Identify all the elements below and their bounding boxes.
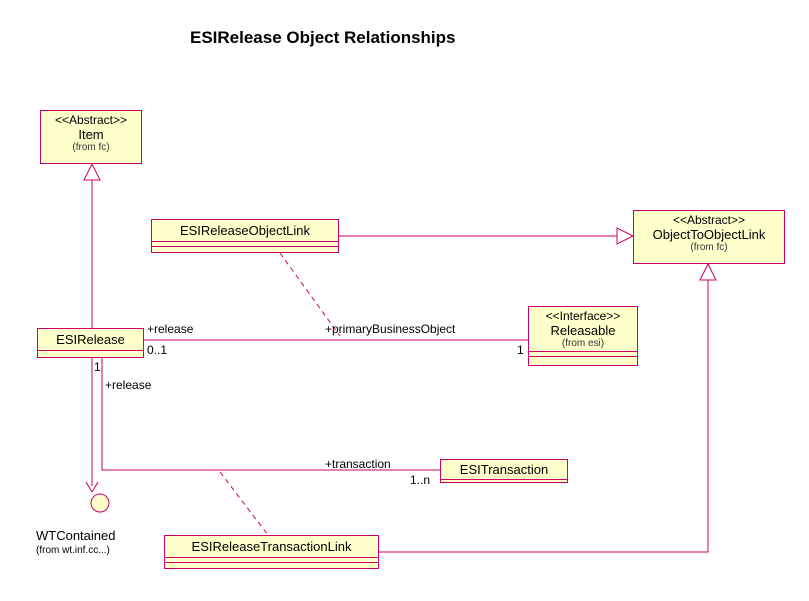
releasable-pkg: (from esi) (529, 338, 637, 351)
class-esireleasetransactionlink: ESIReleaseTransactionLink (164, 535, 379, 569)
item-stereotype: <<Abstract>> (41, 111, 141, 127)
objecttoobjectlink-pkg: (from fc) (634, 242, 784, 255)
class-esirelease: ESIRelease (37, 328, 144, 358)
label-mult-1a: 1 (517, 343, 524, 357)
label-primary-business-object: +primaryBusinessObject (325, 322, 455, 336)
class-esitransaction: ESITransaction (440, 459, 568, 483)
label-release-2: +release (105, 378, 151, 392)
edge-release-transaction (102, 358, 440, 470)
esireleaseobjectlink-name: ESIReleaseObjectLink (152, 220, 338, 241)
edge-esirelease-item-generalization (84, 164, 100, 328)
edge-objlink-generalization (339, 228, 633, 244)
label-transaction: +transaction (325, 457, 391, 471)
label-mult-01: 0..1 (147, 343, 167, 357)
wtcontained-circle (91, 494, 109, 512)
esirelease-name: ESIRelease (38, 329, 143, 350)
edge-txnlink-dashed (220, 472, 268, 535)
wtcontained-pkg: (from wt.inf.cc...) (36, 545, 110, 556)
objecttoobjectlink-name: ObjectToObjectLink (634, 227, 784, 242)
objecttoobjectlink-stereotype: <<Abstract>> (634, 211, 784, 227)
releasable-stereotype: <<Interface>> (529, 307, 637, 323)
label-mult-1n: 1..n (410, 473, 430, 487)
class-esireleaseobjectlink: ESIReleaseObjectLink (151, 219, 339, 253)
edges-layer (0, 0, 809, 601)
esitransaction-name: ESITransaction (441, 460, 567, 479)
class-releasable: <<Interface>> Releasable (from esi) (528, 306, 638, 366)
edge-release-wtcontained (86, 358, 98, 492)
label-release-1: +release (147, 322, 193, 336)
releasable-name: Releasable (529, 323, 637, 338)
item-name: Item (41, 127, 141, 142)
label-mult-1b: 1 (94, 360, 101, 374)
class-item: <<Abstract>> Item (from fc) (40, 110, 142, 164)
esireleasetransactionlink-name: ESIReleaseTransactionLink (165, 536, 378, 557)
wtcontained-label: WTContained (36, 528, 115, 543)
item-pkg: (from fc) (41, 142, 141, 155)
diagram-canvas: { "title": { "text": "ESIRelease Object … (0, 0, 809, 601)
class-objecttoobjectlink: <<Abstract>> ObjectToObjectLink (from fc… (633, 210, 785, 264)
